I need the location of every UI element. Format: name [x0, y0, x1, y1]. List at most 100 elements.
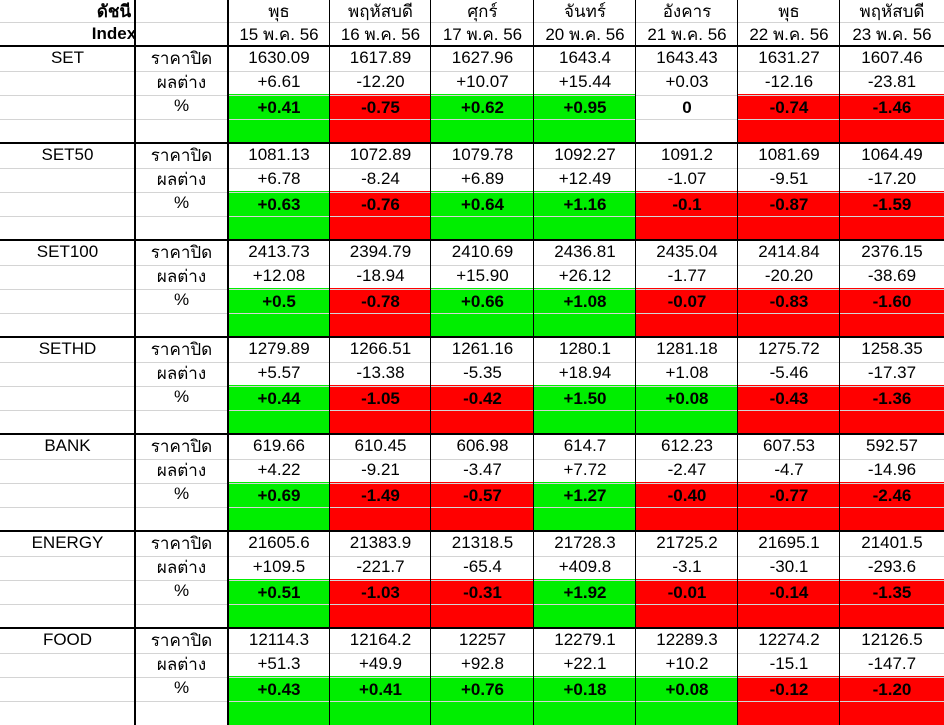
close-cell: 1064.49	[861, 145, 923, 164]
cell-fill	[431, 385, 534, 434]
close-cell: 1630.09	[248, 48, 310, 67]
cell-fill	[330, 579, 431, 628]
close-cell: 1072.89	[349, 145, 412, 164]
cell-fill	[330, 94, 431, 143]
grid-line	[134, 0, 136, 725]
close-cell: 2376.15	[861, 242, 923, 261]
header-date: 22 พ.ค. 56	[749, 24, 829, 44]
cell-fill	[636, 482, 738, 531]
row-label: ผลต่าง	[156, 460, 207, 480]
percent-cell: -0.83	[769, 292, 809, 311]
percent-cell: +0.43	[257, 680, 301, 699]
change-cell: +18.94	[558, 363, 612, 382]
close-cell: 2435.04	[656, 242, 718, 261]
close-cell: 1091.2	[661, 145, 713, 164]
close-cell: 1081.13	[248, 145, 310, 164]
change-cell: +409.8	[558, 557, 612, 576]
index-name: SET50	[41, 145, 94, 164]
close-cell: 12279.1	[554, 630, 616, 649]
change-cell: +92.8	[460, 654, 504, 673]
change-cell: -23.81	[867, 72, 917, 91]
cell-fill	[636, 579, 738, 628]
change-cell: +15.44	[558, 72, 612, 91]
change-cell: -9.51	[769, 169, 809, 188]
percent-cell: -1.03	[361, 583, 400, 602]
change-cell: +49.9	[358, 654, 402, 673]
cell-fill	[738, 385, 840, 434]
percent-cell: -1.59	[872, 195, 912, 214]
percent-cell: -1.46	[872, 98, 912, 117]
percent-cell: -0.12	[769, 680, 809, 699]
cell-fill	[431, 191, 534, 240]
percent-cell: +0.51	[257, 583, 301, 602]
change-cell: +15.90	[456, 266, 509, 285]
close-cell: 1079.78	[451, 145, 514, 164]
change-cell: -147.7	[867, 654, 917, 673]
header-date: 16 พ.ค. 56	[340, 24, 421, 44]
grid-line	[0, 701, 944, 702]
close-cell: 592.57	[866, 436, 918, 455]
cell-fill	[636, 385, 738, 434]
close-cell: 2413.73	[248, 242, 310, 261]
change-cell: +109.5	[252, 557, 306, 576]
row-label: %	[173, 581, 190, 600]
percent-cell: -1.36	[872, 389, 912, 408]
grid-line	[0, 627, 944, 629]
header-day: จันทร์	[564, 1, 606, 21]
cell-fill	[738, 288, 840, 337]
header-date: 20 พ.ค. 56	[545, 24, 625, 44]
cell-fill	[330, 288, 431, 337]
cell-fill	[840, 676, 944, 725]
change-cell: +12.08	[252, 266, 306, 285]
cell-fill	[228, 94, 330, 143]
change-cell: -13.38	[356, 363, 405, 382]
grid-line	[0, 410, 944, 411]
grid-line	[0, 483, 944, 484]
grid-line	[839, 0, 840, 725]
row-label: %	[173, 96, 190, 115]
index-name: SETHD	[38, 339, 97, 358]
change-cell: -293.6	[867, 557, 917, 576]
percent-cell: -0.78	[361, 292, 400, 311]
close-cell: 1258.35	[861, 339, 923, 358]
percent-cell: -1.60	[872, 292, 912, 311]
grid-line	[0, 313, 944, 314]
cell-fill	[431, 676, 534, 725]
cell-fill	[534, 482, 636, 531]
percent-cell: -0.87	[769, 195, 809, 214]
change-cell: +51.3	[257, 654, 301, 673]
grid-line	[0, 216, 944, 217]
cell-fill	[330, 676, 431, 725]
percent-cell: -1.35	[872, 583, 912, 602]
percent-cell: +1.50	[563, 389, 607, 408]
grid-line	[0, 386, 944, 387]
close-cell: 1281.18	[656, 339, 718, 358]
cell-fill	[330, 385, 431, 434]
change-cell: +1.08	[665, 363, 709, 382]
close-cell: 21383.9	[349, 533, 412, 552]
percent-cell: -0.31	[463, 583, 502, 602]
index-name: BANK	[44, 436, 91, 455]
cell-fill	[228, 482, 330, 531]
cell-fill	[431, 482, 534, 531]
grid-line	[0, 239, 944, 241]
cell-fill	[431, 579, 534, 628]
change-cell: -221.7	[356, 557, 405, 576]
percent-cell: +0.44	[257, 389, 301, 408]
grid-line	[0, 192, 944, 193]
grid-line	[0, 265, 944, 266]
percent-cell: -0.43	[769, 389, 809, 408]
percent-cell: +0.5	[262, 292, 296, 311]
change-cell: +6.78	[257, 169, 301, 188]
close-cell: 21318.5	[451, 533, 514, 552]
cell-fill	[228, 191, 330, 240]
close-cell: 1081.69	[758, 145, 820, 164]
grid-line	[0, 459, 944, 460]
grid-line	[0, 433, 944, 435]
percent-cell: +0.95	[563, 98, 607, 117]
close-cell: 12289.3	[656, 630, 718, 649]
cell-fill	[738, 191, 840, 240]
cell-fill	[228, 676, 330, 725]
header-cell: ดัชนี	[96, 1, 132, 21]
